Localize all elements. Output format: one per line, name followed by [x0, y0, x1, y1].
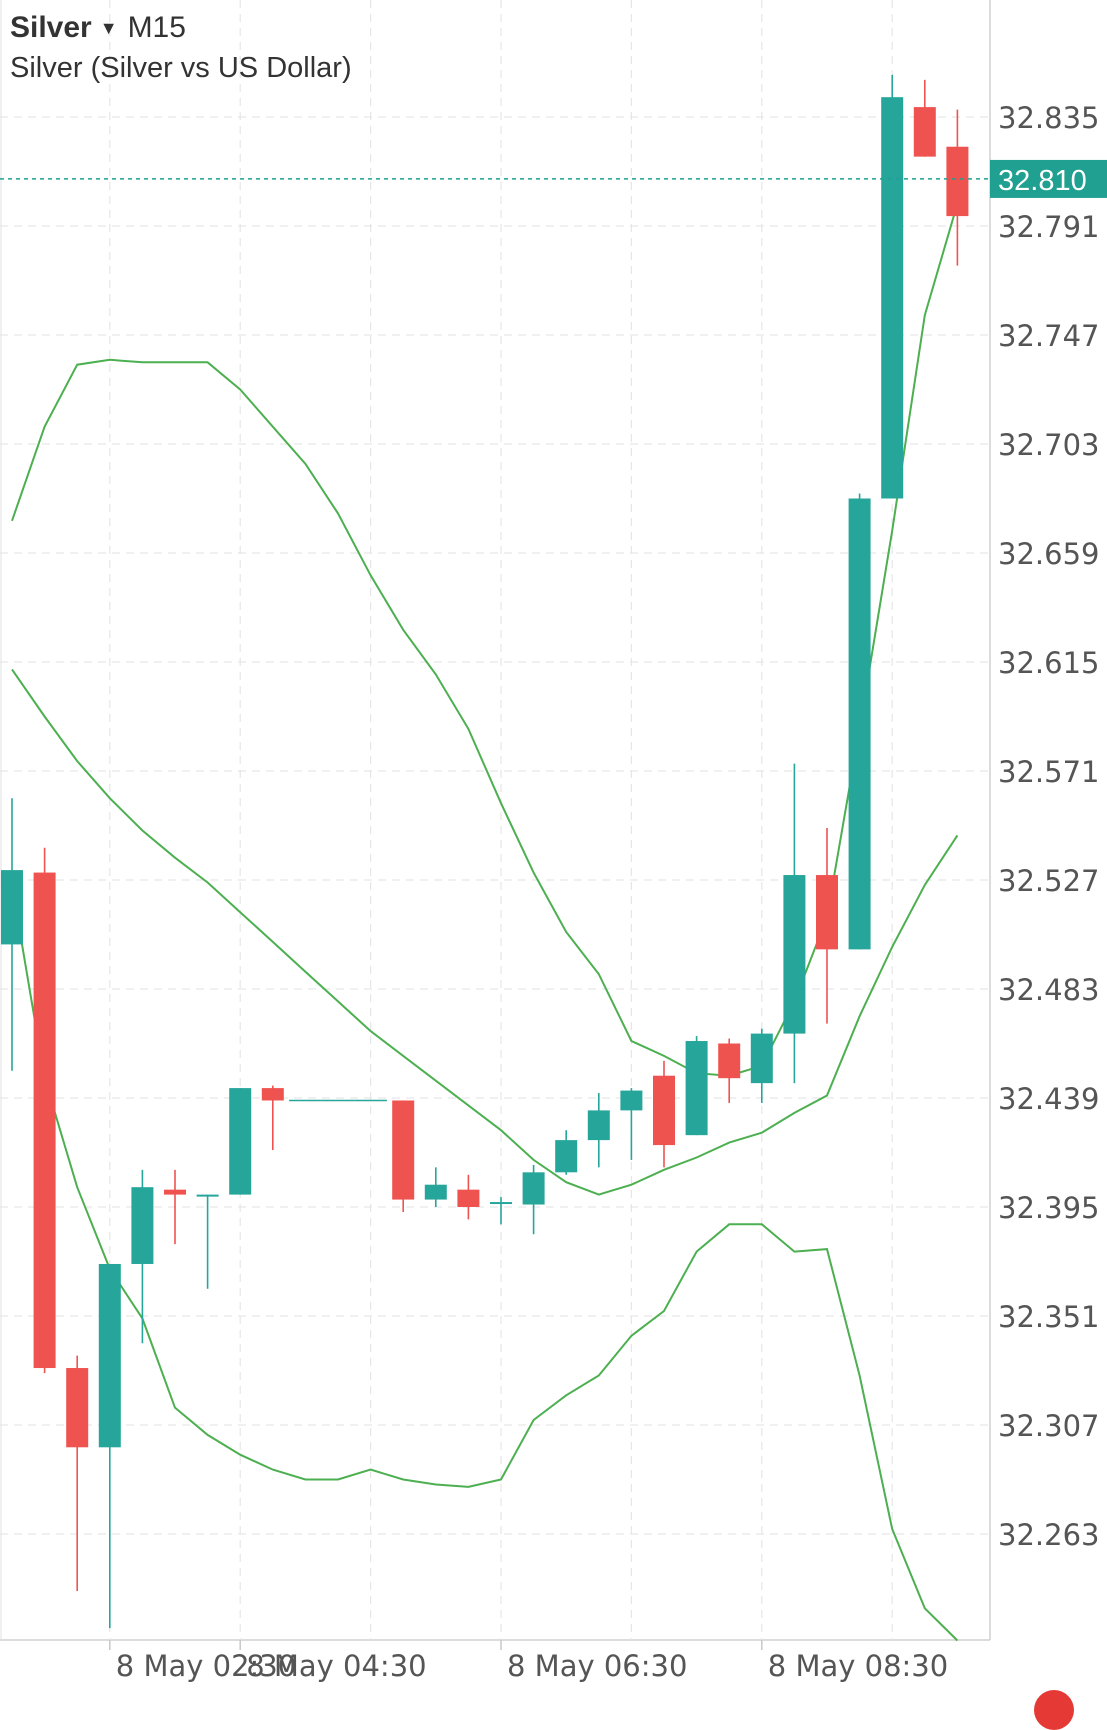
candle-up [196, 1194, 219, 1197]
time-axis[interactable]: 8 May 02:308 May 04:30 8 May 06:30 8 May 0… [116, 1649, 948, 1683]
price-axis[interactable]: 32.835 32.791 32.747 32.703 32.659 32.615 32.5… [998, 101, 1099, 1552]
candle-up [98, 1263, 121, 1448]
symbol-name[interactable]: Silver [10, 11, 92, 44]
time-tick-label: 8 May 06:30 [507, 1649, 687, 1683]
time-tick-label: 8 May 02:30 [116, 1649, 296, 1683]
band-lower-line [11, 884, 959, 1642]
candle-down [816, 875, 838, 950]
candle-up [131, 1187, 154, 1264]
time-tick-label: 8 May 08:30 [768, 1649, 948, 1683]
candle-up [522, 1172, 545, 1205]
candle-up [555, 1140, 578, 1173]
candle-up [424, 1184, 447, 1200]
price-tick-label: 32.439 [998, 1082, 1099, 1116]
candle-up [587, 1110, 610, 1141]
candle-down [946, 146, 969, 217]
price-tick-label: 32.263 [998, 1518, 1099, 1552]
price-tick-label: 32.791 [998, 210, 1099, 244]
candle-down [33, 872, 56, 1369]
candle-up [685, 1041, 708, 1136]
price-tick-label: 32.307 [998, 1409, 1099, 1443]
price-tick-label: 32.351 [998, 1300, 1099, 1334]
current-price-label-bg [990, 159, 1107, 198]
caret-down-icon[interactable]: ▼ [99, 18, 118, 38]
price-tick-label: 32.483 [998, 973, 1099, 1007]
symbol-selector[interactable]: Silver ▼ M15 [10, 8, 352, 48]
current-price-line: 32.810 [0, 159, 1107, 198]
symbol-description: Silver (Silver vs US Dollar) [10, 52, 352, 84]
price-tick-label: 32.747 [998, 319, 1099, 353]
candle-up [1, 870, 23, 945]
notification-dot[interactable] [1034, 1690, 1074, 1730]
candle-up [620, 1090, 643, 1111]
candlesticks [1, 74, 969, 1629]
candle-down [457, 1189, 480, 1207]
price-tick-label: 32.615 [998, 646, 1099, 680]
candle-up [848, 498, 871, 950]
candle-down [653, 1075, 675, 1146]
candle-up [229, 1088, 252, 1195]
price-tick-label: 32.703 [998, 428, 1099, 462]
candle-down [392, 1100, 415, 1200]
price-tick-label: 32.659 [998, 537, 1099, 571]
price-tick-label: 32.395 [998, 1191, 1099, 1225]
chart-grid [0, 0, 991, 1650]
candle-up [783, 875, 806, 1034]
candle-down [261, 1088, 284, 1101]
chart-header: Silver ▼ M15 Silver (Silver vs US Dollar… [10, 8, 352, 88]
band-middle-line [11, 668, 959, 1196]
current-price-label: 32.810 [998, 165, 1087, 197]
candle-up [490, 1202, 512, 1205]
candle-up [750, 1033, 773, 1084]
candle-down [66, 1368, 89, 1448]
price-tick-label: 32.835 [998, 101, 1099, 135]
time-tick-label: 8 May 04:30 [246, 1649, 426, 1683]
timeframe-label[interactable]: M15 [127, 11, 186, 44]
price-tick-label: 32.571 [998, 755, 1099, 789]
price-tick-label: 32.527 [998, 864, 1099, 898]
candle-up [881, 97, 904, 499]
candle-down [913, 107, 936, 157]
candle-down [164, 1189, 186, 1195]
candle-down [718, 1043, 741, 1079]
